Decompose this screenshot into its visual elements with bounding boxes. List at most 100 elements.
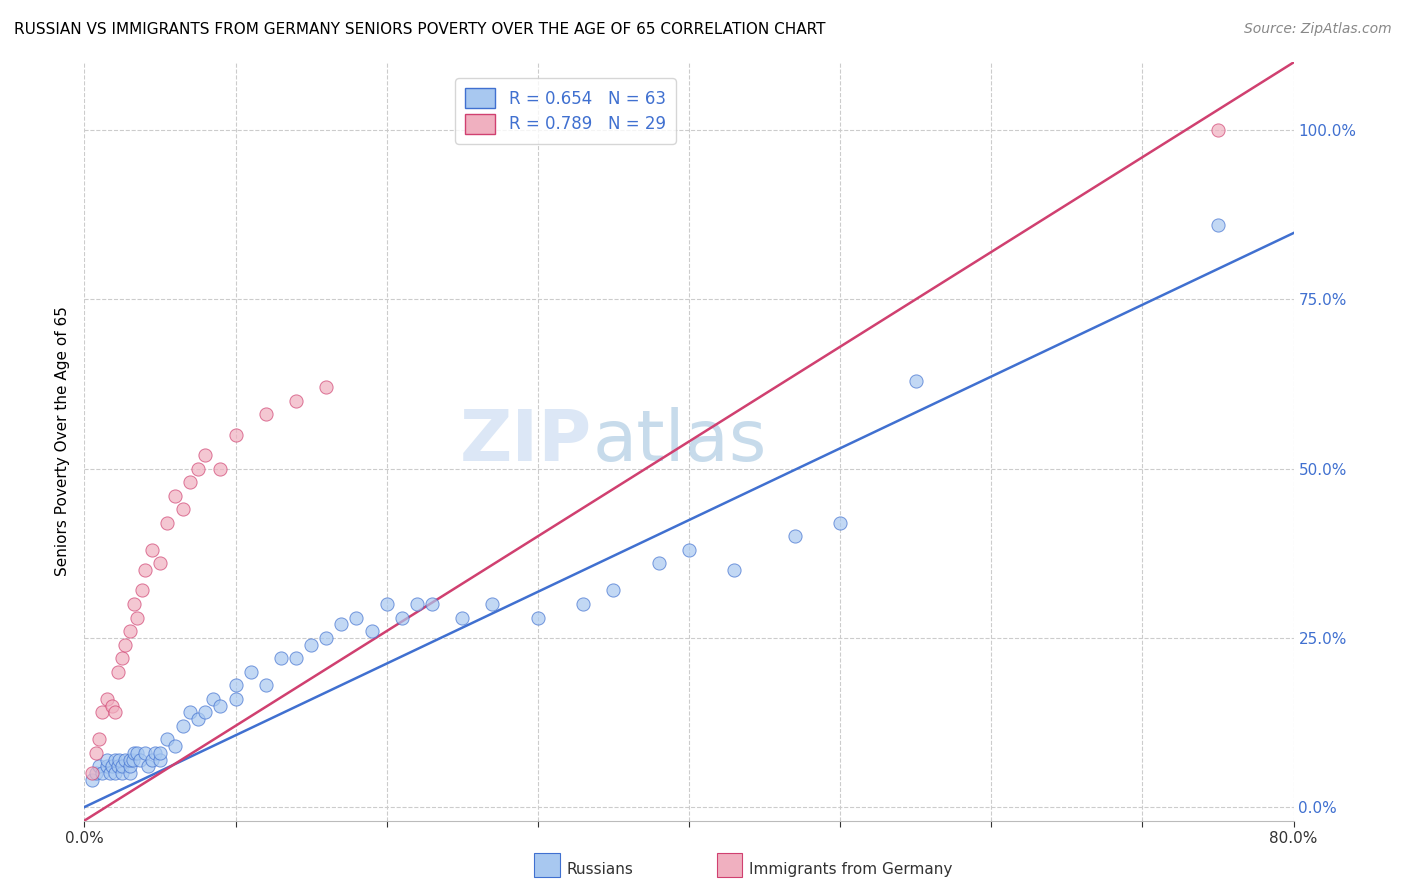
Point bbox=[187, 712, 209, 726]
Point bbox=[122, 746, 145, 760]
Point bbox=[100, 759, 122, 773]
Point bbox=[127, 746, 149, 760]
Point bbox=[145, 746, 167, 760]
Point bbox=[315, 631, 337, 645]
Text: atlas: atlas bbox=[592, 407, 766, 476]
Point bbox=[179, 475, 201, 490]
Point bbox=[572, 597, 595, 611]
Point bbox=[678, 542, 700, 557]
Point bbox=[420, 597, 443, 611]
Text: Russians: Russians bbox=[567, 863, 634, 877]
Point bbox=[149, 753, 172, 767]
Point bbox=[141, 753, 163, 767]
Point bbox=[165, 489, 187, 503]
Point bbox=[225, 427, 247, 442]
Point bbox=[285, 393, 308, 408]
Point bbox=[360, 624, 382, 639]
Point bbox=[481, 597, 503, 611]
Point bbox=[209, 461, 232, 475]
Point bbox=[225, 678, 247, 692]
Point bbox=[285, 651, 308, 665]
Point bbox=[86, 766, 108, 780]
Point bbox=[239, 665, 262, 679]
Point bbox=[89, 732, 111, 747]
Text: ZIP: ZIP bbox=[460, 407, 592, 476]
Point bbox=[270, 651, 292, 665]
Point bbox=[330, 617, 353, 632]
Point bbox=[86, 746, 108, 760]
Point bbox=[89, 759, 111, 773]
Point bbox=[118, 766, 141, 780]
Point bbox=[904, 374, 927, 388]
Point bbox=[602, 583, 624, 598]
Point bbox=[104, 766, 127, 780]
Legend: R = 0.654   N = 63, R = 0.789   N = 29: R = 0.654 N = 63, R = 0.789 N = 29 bbox=[456, 78, 676, 144]
Point bbox=[118, 753, 141, 767]
Point bbox=[114, 638, 136, 652]
Point bbox=[134, 746, 156, 760]
Point bbox=[111, 759, 134, 773]
Point bbox=[346, 610, 368, 624]
Point bbox=[172, 502, 194, 516]
Point bbox=[104, 706, 127, 720]
Point bbox=[375, 597, 398, 611]
Point bbox=[156, 732, 179, 747]
Point bbox=[225, 691, 247, 706]
Point bbox=[141, 542, 163, 557]
Point bbox=[527, 610, 550, 624]
Point bbox=[165, 739, 187, 754]
Point bbox=[187, 461, 209, 475]
Point bbox=[1206, 123, 1229, 137]
Point bbox=[406, 597, 429, 611]
Point bbox=[179, 706, 201, 720]
Y-axis label: Seniors Poverty Over the Age of 65: Seniors Poverty Over the Age of 65 bbox=[55, 307, 70, 576]
Point bbox=[209, 698, 232, 713]
Point bbox=[172, 719, 194, 733]
Text: Source: ZipAtlas.com: Source: ZipAtlas.com bbox=[1244, 22, 1392, 37]
Point bbox=[648, 557, 671, 571]
Point bbox=[299, 638, 322, 652]
Point bbox=[114, 753, 136, 767]
Point bbox=[149, 746, 172, 760]
Text: RUSSIAN VS IMMIGRANTS FROM GERMANY SENIORS POVERTY OVER THE AGE OF 65 CORRELATIO: RUSSIAN VS IMMIGRANTS FROM GERMANY SENIO… bbox=[14, 22, 825, 37]
Point bbox=[104, 753, 127, 767]
Point bbox=[201, 691, 224, 706]
Point bbox=[91, 706, 114, 720]
Point bbox=[194, 706, 217, 720]
Point bbox=[121, 753, 143, 767]
Point bbox=[91, 766, 114, 780]
Point bbox=[315, 380, 337, 394]
Point bbox=[451, 610, 474, 624]
Point bbox=[254, 408, 277, 422]
Point bbox=[391, 610, 413, 624]
Point bbox=[129, 753, 152, 767]
Point bbox=[108, 753, 131, 767]
Point bbox=[96, 753, 118, 767]
Point bbox=[723, 563, 745, 577]
Point bbox=[107, 665, 129, 679]
Point bbox=[111, 766, 134, 780]
Point bbox=[136, 759, 159, 773]
Point bbox=[194, 448, 217, 462]
Point bbox=[80, 772, 103, 787]
Point bbox=[156, 516, 179, 530]
Point bbox=[111, 651, 134, 665]
Point bbox=[134, 563, 156, 577]
Point bbox=[1206, 218, 1229, 232]
Point bbox=[100, 698, 122, 713]
Point bbox=[118, 624, 141, 639]
Point bbox=[107, 759, 129, 773]
Point bbox=[96, 759, 118, 773]
Point bbox=[80, 766, 103, 780]
Point bbox=[98, 766, 121, 780]
Point bbox=[122, 597, 145, 611]
Text: Immigrants from Germany: Immigrants from Germany bbox=[749, 863, 953, 877]
Point bbox=[131, 583, 153, 598]
Point bbox=[254, 678, 277, 692]
Point bbox=[149, 557, 172, 571]
Point bbox=[127, 610, 149, 624]
Point bbox=[783, 529, 806, 543]
Point bbox=[118, 759, 141, 773]
Point bbox=[830, 516, 852, 530]
Point bbox=[96, 691, 118, 706]
